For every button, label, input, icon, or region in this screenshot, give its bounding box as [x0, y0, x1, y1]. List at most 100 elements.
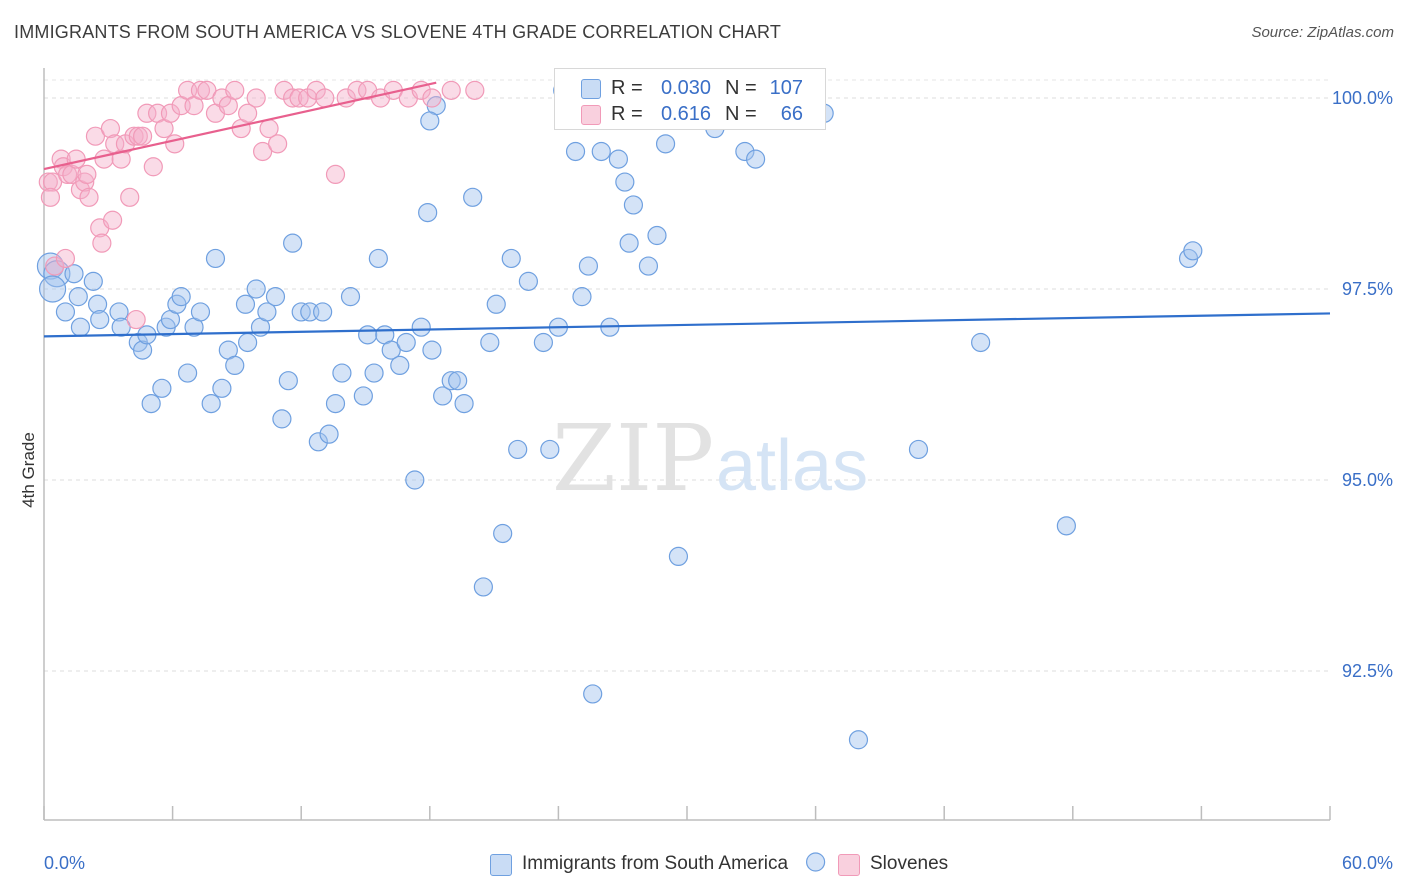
x-tick-label: 60.0%	[1342, 853, 1393, 873]
trend-line	[43, 81, 437, 171]
data-point	[441, 371, 461, 391]
legend-row-immigrants: R = 0.030 N = 107	[555, 75, 825, 101]
correlation-legend: R = 0.030 N = 107 R = 0.616 N = 66	[554, 68, 826, 130]
data-point	[120, 187, 140, 207]
data-point	[87, 294, 108, 314]
legend-swatch-blue	[490, 854, 512, 876]
data-point	[109, 302, 129, 322]
data-point	[583, 684, 603, 704]
data-point	[132, 340, 153, 360]
legend-swatch-pink	[581, 105, 601, 125]
series-slovenes	[38, 80, 485, 330]
data-point	[448, 371, 468, 391]
data-point	[422, 340, 442, 360]
data-point	[381, 340, 401, 360]
data-point	[647, 225, 667, 246]
data-point	[201, 394, 221, 414]
data-point	[246, 88, 266, 108]
data-point	[160, 103, 181, 123]
data-point	[235, 294, 256, 314]
watermark-atlas: atlas	[716, 426, 868, 506]
data-point	[315, 88, 335, 108]
data-point	[619, 233, 639, 253]
data-point	[364, 363, 384, 383]
data-point	[486, 294, 506, 314]
data-point	[137, 103, 157, 123]
data-point	[111, 149, 131, 169]
data-point	[143, 157, 163, 177]
y-tick-label: 92.5%	[1342, 661, 1393, 681]
data-point	[165, 134, 185, 154]
data-point	[353, 386, 373, 406]
y-tick-label: 97.5%	[1342, 279, 1393, 299]
data-point	[268, 134, 288, 154]
series-legend: Immigrants from South America Slovenes	[0, 852, 1406, 878]
data-point	[325, 164, 346, 184]
x-tick-label: 0.0%	[44, 853, 85, 873]
data-point	[454, 394, 474, 414]
data-point	[340, 287, 361, 307]
data-point	[132, 126, 153, 146]
data-point	[518, 271, 538, 291]
data-point	[405, 470, 425, 490]
x-ticks	[43, 806, 1331, 820]
data-point	[225, 355, 245, 375]
data-point	[805, 852, 826, 872]
data-point	[368, 248, 388, 269]
data-point	[171, 287, 191, 307]
data-point	[578, 256, 599, 276]
trend-lines	[43, 81, 1331, 338]
data-point	[100, 118, 121, 139]
chart-source: Source: ZipAtlas.com	[1251, 24, 1394, 41]
data-point	[246, 279, 266, 299]
data-point	[332, 363, 352, 383]
legend-n-value: 107	[769, 77, 803, 99]
legend-swatch-blue	[581, 79, 601, 99]
data-point	[55, 302, 76, 322]
legend-r-label: R =	[611, 103, 643, 125]
data-point	[55, 248, 76, 269]
data-point	[735, 141, 755, 162]
data-point	[205, 248, 226, 269]
data-point	[745, 149, 766, 169]
data-point	[92, 233, 112, 253]
trend-line	[43, 312, 1331, 338]
data-point	[655, 134, 676, 154]
data-point	[501, 248, 521, 269]
data-point	[638, 256, 659, 276]
data-point	[473, 577, 493, 597]
data-point	[265, 287, 286, 307]
data-point	[190, 302, 211, 322]
data-point	[908, 439, 929, 460]
data-point	[615, 172, 635, 192]
data-point	[272, 409, 292, 429]
data-point	[197, 80, 217, 100]
data-point	[396, 332, 416, 353]
data-point	[212, 378, 232, 398]
data-point	[85, 126, 106, 146]
data-point	[79, 187, 99, 207]
data-point	[971, 332, 991, 353]
data-point	[313, 302, 333, 322]
data-point	[358, 325, 378, 345]
data-point	[42, 172, 63, 192]
data-point	[126, 309, 146, 330]
data-point	[238, 103, 258, 123]
data-point	[141, 394, 161, 414]
data-point	[325, 394, 346, 414]
data-point	[152, 378, 172, 398]
data-point	[77, 164, 97, 184]
chart-title: IMMIGRANTS FROM SOUTH AMERICA VS SLOVENE…	[14, 22, 782, 42]
data-point	[178, 363, 198, 383]
data-point	[190, 80, 211, 100]
data-point	[253, 141, 273, 162]
data-point	[390, 355, 410, 375]
data-point	[1056, 516, 1076, 536]
data-point	[848, 730, 869, 750]
data-point	[508, 439, 528, 460]
watermark-zip: ZIP	[552, 405, 714, 512]
data-point	[128, 126, 148, 146]
data-point	[111, 317, 131, 337]
legend-n-label: N =	[725, 103, 757, 125]
watermark: ZIP atlas	[552, 405, 868, 512]
